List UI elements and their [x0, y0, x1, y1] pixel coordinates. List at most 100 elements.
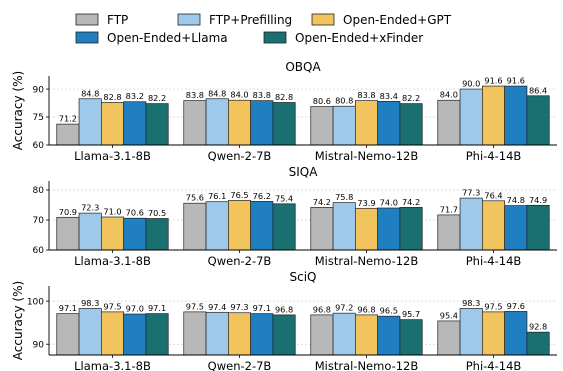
value-label: 97.5	[484, 301, 502, 311]
value-label: 95.7	[402, 309, 420, 319]
bar-phi-4-14b-open-ended-llama	[504, 85, 528, 146]
value-label: 83.4	[380, 91, 398, 101]
bar-mistral-nemo-12b-open-ended-llama	[377, 315, 401, 356]
x-tick-label: Phi-4-14B	[466, 359, 522, 371]
value-label: 95.4	[440, 310, 458, 320]
bar-llama-3-1-8b-ftp-prefilling	[78, 212, 102, 251]
bar-phi-4-14b-open-ended-llama	[504, 311, 528, 356]
panel-title: SIQA	[289, 165, 319, 179]
value-label: 98.3	[462, 298, 480, 308]
value-label: 82.8	[275, 92, 293, 102]
y-tick-label: 60	[33, 141, 45, 151]
value-label: 84.0	[440, 90, 458, 100]
x-tick-label: Phi-4-14B	[466, 254, 522, 268]
value-label: 97.6	[507, 301, 525, 311]
value-label: 76.2	[253, 191, 271, 201]
value-label: 97.5	[186, 301, 204, 311]
bar-phi-4-14b-open-ended-gpt	[482, 311, 506, 356]
bar-qwen-2-7b-open-ended-gpt	[228, 99, 252, 146]
bar-qwen-2-7b-ftp-prefilling	[205, 98, 229, 146]
value-label: 80.6	[313, 96, 331, 106]
bar-llama-3-1-8b-open-ended-llama	[123, 217, 147, 251]
panel-obqa: OBQA 71.2 84.8 82.8 83.2 82.2 Llama-3.1-8B 83.8…	[11, 60, 557, 163]
panel-siqa: SIQA 70.9 72.3 71.0 70.6 70.5 Llama-3.1-8B 75.6…	[33, 165, 557, 268]
bar-qwen-2-7b-ftp	[183, 202, 207, 251]
value-label: 84.8	[81, 88, 99, 98]
value-label: 82.2	[148, 93, 166, 103]
y-tick-label: 100	[27, 297, 44, 307]
x-tick-label: Llama-3.1-8B	[74, 149, 151, 163]
bar-phi-4-14b-ftp-prefilling	[459, 88, 483, 146]
bar-llama-3-1-8b-ftp	[56, 313, 80, 356]
bar-phi-4-14b-open-ended-gpt	[482, 200, 506, 251]
bar-phi-4-14b-ftp	[437, 320, 461, 356]
value-label: 76.5	[230, 190, 248, 200]
value-label: 96.8	[313, 304, 331, 314]
bar-qwen-2-7b-ftp-prefilling	[205, 201, 229, 251]
bar-qwen-2-7b-open-ended-gpt	[228, 312, 252, 356]
panels: OBQA 71.2 84.8 82.8 83.2 82.2 Llama-3.1-8B 83.8…	[11, 60, 557, 371]
value-label: 97.3	[230, 302, 248, 312]
value-label: 91.6	[484, 76, 502, 86]
bar-mistral-nemo-12b-open-ended-xfinder	[399, 319, 423, 356]
value-label: 83.8	[253, 90, 271, 100]
legend-label: FTP+Prefilling	[209, 13, 292, 27]
bar-llama-3-1-8b-open-ended-llama	[123, 313, 147, 356]
y-tick-label: 60	[33, 246, 45, 256]
value-label: 97.0	[126, 304, 144, 314]
value-label: 70.6	[126, 208, 144, 218]
value-label: 70.9	[59, 207, 77, 217]
value-label: 83.2	[126, 91, 144, 101]
value-label: 82.8	[103, 92, 121, 102]
bar-mistral-nemo-12b-open-ended-xfinder	[399, 207, 423, 251]
bar-llama-3-1-8b-open-ended-gpt	[100, 311, 124, 356]
bar-phi-4-14b-open-ended-xfinder	[526, 331, 550, 356]
bar-phi-4-14b-open-ended-gpt	[482, 85, 506, 146]
value-label: 96.8	[357, 304, 375, 314]
value-label: 97.1	[148, 303, 166, 313]
legend-label: Open-Ended+Llama	[107, 31, 228, 45]
value-label: 74.8	[507, 195, 525, 205]
value-label: 96.5	[380, 306, 398, 316]
legend-swatch	[177, 13, 201, 26]
bar-qwen-2-7b-ftp-prefilling	[205, 311, 229, 356]
value-label: 71.7	[440, 204, 458, 214]
legend-item-ftp-prefilling: FTP+Prefilling	[177, 13, 292, 27]
value-label: 97.1	[59, 303, 77, 313]
value-label: 71.2	[59, 114, 77, 124]
y-tick-label: 80	[33, 186, 45, 196]
value-label: 84.8	[208, 88, 226, 98]
bar-llama-3-1-8b-ftp-prefilling	[78, 308, 102, 356]
legend-swatch	[311, 13, 335, 26]
value-label: 97.5	[103, 301, 121, 311]
y-tick-label: 90	[33, 340, 45, 350]
value-label: 70.5	[148, 208, 166, 218]
bar-phi-4-14b-ftp-prefilling	[459, 308, 483, 356]
value-label: 82.2	[402, 93, 420, 103]
legend-swatch	[75, 31, 99, 44]
y-tick-label: 70	[33, 216, 45, 226]
y-tick-label: 90	[33, 85, 45, 95]
bar-llama-3-1-8b-open-ended-xfinder	[145, 218, 169, 251]
x-tick-label: Qwen-2-7B	[208, 149, 272, 163]
bar-mistral-nemo-12b-ftp	[310, 207, 334, 251]
legend-item-open-ended-llama: Open-Ended+Llama	[75, 31, 228, 45]
legend-item-open-ended-xfinder: Open-Ended+xFinder	[263, 31, 423, 45]
bar-mistral-nemo-12b-ftp	[310, 106, 334, 146]
bar-llama-3-1-8b-ftp	[56, 216, 80, 251]
x-tick-label: Llama-3.1-8B	[74, 254, 151, 268]
bar-llama-3-1-8b-open-ended-gpt	[100, 102, 124, 146]
bar-phi-4-14b-ftp-prefilling	[459, 197, 483, 251]
value-label: 71.0	[103, 207, 121, 217]
bar-qwen-2-7b-open-ended-llama	[250, 201, 274, 251]
value-label: 75.4	[275, 193, 293, 203]
bar-mistral-nemo-12b-open-ended-llama	[377, 207, 401, 251]
bar-llama-3-1-8b-open-ended-gpt	[100, 216, 124, 251]
x-tick-label: Phi-4-14B	[466, 149, 522, 163]
value-label: 75.8	[335, 192, 353, 202]
value-label: 74.0	[380, 198, 398, 208]
legend-label: Open-Ended+GPT	[343, 13, 452, 27]
bar-qwen-2-7b-open-ended-xfinder	[272, 102, 296, 146]
value-label: 96.8	[275, 304, 293, 314]
legend-label: Open-Ended+xFinder	[295, 31, 423, 45]
